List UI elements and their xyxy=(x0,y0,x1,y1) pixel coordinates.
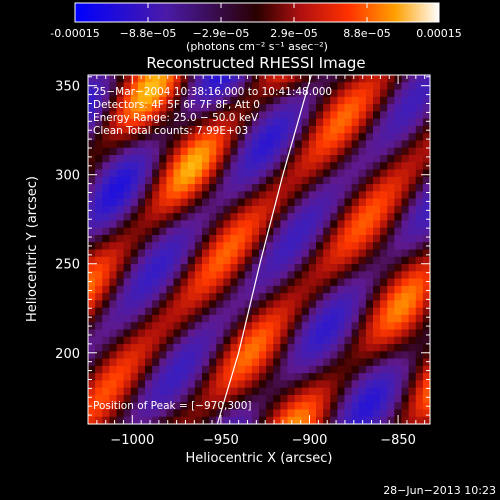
colorbar-tick: -0.00015 xyxy=(50,27,99,40)
colorbar-tick: −8.8e−05 xyxy=(120,27,177,40)
y-tick-label: 200 xyxy=(55,347,80,362)
colorbar-frame xyxy=(74,2,440,23)
y-axis-label: Heliocentric Y (arcsec) xyxy=(25,176,40,322)
y-tick-label: 250 xyxy=(55,258,80,273)
colorbar-tick: 2.9e−05 xyxy=(270,27,317,40)
axis-ticks xyxy=(87,75,430,424)
colorbar: -0.00015 −8.8e−05 −2.9e−05 2.9e−05 8.8e−… xyxy=(50,2,462,53)
colorbar-tick: 0.00015 xyxy=(416,27,462,40)
x-tick-label: −900 xyxy=(292,433,328,448)
plot-frame xyxy=(87,74,431,425)
annotation-time-range: 25−Mar−2004 10:38:16.000 to 10:41:48.000 xyxy=(93,86,332,98)
annotation-energy-range: Energy Range: 25.0 − 50.0 keV xyxy=(93,112,259,124)
annotation-peak-position: Position of Peak = [−970,300] xyxy=(93,400,252,412)
y-tick-label: 350 xyxy=(55,80,80,95)
timestamp: 28−Jun−2013 10:23 xyxy=(383,484,496,497)
x-tick-label: −850 xyxy=(380,433,416,448)
chart-title: Reconstructed RHESSI Image xyxy=(146,54,365,72)
x-axis-label: Heliocentric X (arcsec) xyxy=(186,451,333,466)
y-tick-label: 300 xyxy=(55,169,80,184)
x-tick-label: −950 xyxy=(203,433,239,448)
colorbar-tick: 8.8e−05 xyxy=(343,27,390,40)
colorbar-tick: −2.9e−05 xyxy=(193,27,250,40)
solar-limb-curve xyxy=(216,74,312,425)
colorbar-gradient xyxy=(75,3,439,22)
annotation-detectors: Detectors: 4F 5F 6F 7F 8F, Att 0 xyxy=(93,99,260,111)
x-tick-label: −1000 xyxy=(110,433,154,448)
colorbar-unit-label: (photons cm⁻² s⁻¹ asec⁻²) xyxy=(186,40,328,53)
annotation-clean-counts: Clean Total counts: 7.99E+03 xyxy=(93,125,248,137)
